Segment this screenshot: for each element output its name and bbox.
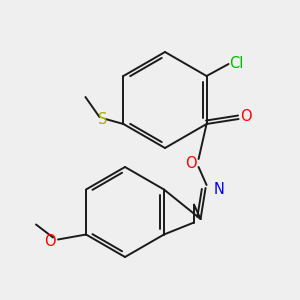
Text: O: O	[240, 109, 251, 124]
Text: O: O	[44, 234, 56, 249]
Text: Cl: Cl	[230, 56, 244, 71]
Text: N: N	[213, 182, 224, 196]
Text: S: S	[98, 112, 107, 127]
Text: O: O	[185, 155, 197, 170]
